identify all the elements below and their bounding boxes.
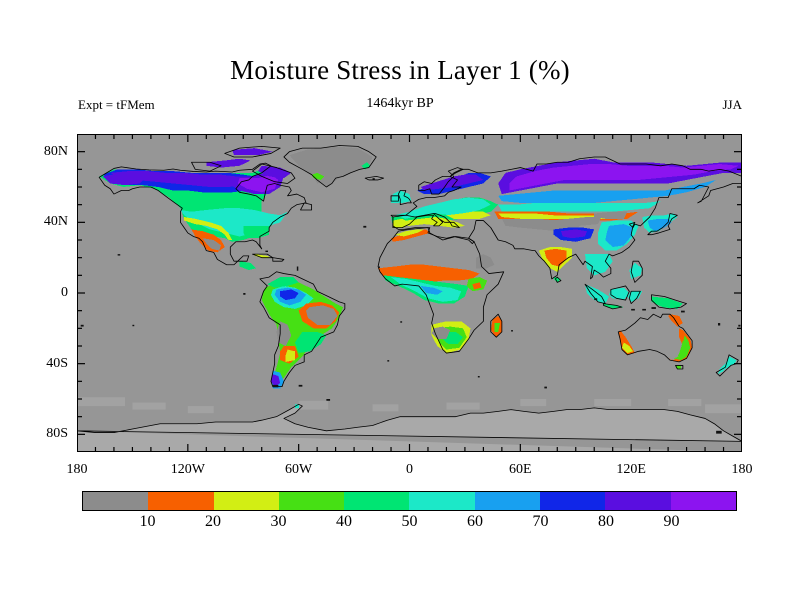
coastlines (76, 145, 743, 442)
x-tick-label: 180 (66, 462, 88, 477)
colorbar-band (605, 492, 671, 510)
colorbar-band (474, 492, 541, 510)
colorbar-tick-label: 80 (598, 513, 614, 530)
experiment-label: Expt = tFMem (78, 97, 155, 112)
colorbar-tick-label: 30 (270, 513, 287, 530)
x-tick-label: 60E (509, 462, 532, 477)
colorbar-tick-label: 40 (336, 513, 352, 530)
y-tick-label: 80S (46, 426, 68, 442)
x-tick-label: 120W (170, 462, 205, 477)
colorbar-band (409, 492, 475, 510)
colorbar-band (540, 492, 606, 510)
colorbar-tick-label: 70 (532, 513, 549, 530)
colorbar-tick-label: 90 (663, 513, 680, 530)
colorbar-band (344, 492, 410, 510)
season-label: JJA (722, 97, 742, 112)
chart-subtitle: 1464kyr BP (366, 96, 434, 111)
y-tick-label: 80N (43, 143, 68, 159)
colorbar-band (670, 492, 736, 510)
colorbar-tick-label: 10 (139, 513, 156, 530)
x-tick-label: 180 (731, 462, 753, 477)
y-tick-label: 40S (46, 355, 68, 371)
colorbar-band (148, 492, 214, 510)
page-title: Moisture Stress in Layer 1 (%) (230, 55, 570, 85)
x-tick-label: 60W (285, 462, 313, 477)
y-tick-label: 0 (61, 285, 68, 300)
colorbar-band (278, 492, 345, 510)
colorbar-band (83, 492, 149, 510)
map-plot-area (76, 134, 743, 452)
colorbar (82, 491, 737, 511)
colorbar-tick-label: 60 (467, 513, 483, 530)
moisture-stress-data (77, 146, 742, 452)
x-tick-label: 120E (616, 462, 646, 477)
x-tick-label: 0 (406, 462, 413, 477)
world-map (76, 134, 743, 452)
colorbar-tick-label: 20 (205, 513, 221, 530)
colorbar-band (213, 492, 279, 510)
colorbar-tick-label: 50 (401, 513, 418, 530)
y-tick-label: 40N (43, 214, 68, 230)
